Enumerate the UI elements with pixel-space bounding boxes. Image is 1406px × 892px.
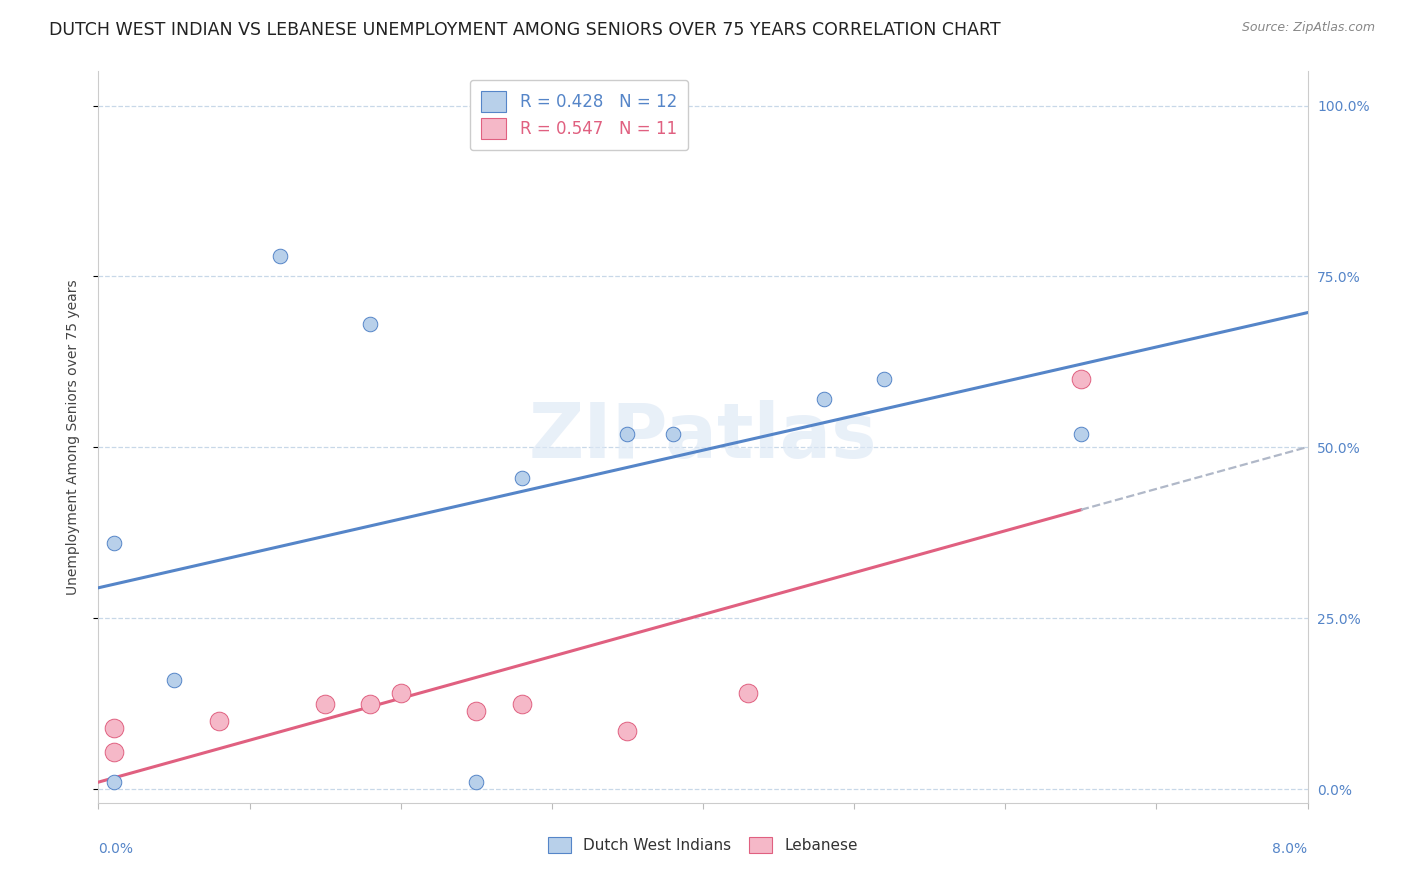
Point: [616, 724, 638, 739]
Y-axis label: Unemployment Among Seniors over 75 years: Unemployment Among Seniors over 75 years: [66, 279, 80, 595]
Text: 8.0%: 8.0%: [1272, 842, 1308, 855]
Point: [1070, 426, 1092, 441]
Point: [269, 249, 291, 263]
Point: [510, 471, 533, 485]
Text: ZIPatlas: ZIPatlas: [529, 401, 877, 474]
Point: [616, 426, 638, 441]
Text: DUTCH WEST INDIAN VS LEBANESE UNEMPLOYMENT AMONG SENIORS OVER 75 YEARS CORRELATI: DUTCH WEST INDIAN VS LEBANESE UNEMPLOYME…: [49, 21, 1001, 39]
Point: [1070, 372, 1092, 386]
Text: Source: ZipAtlas.com: Source: ZipAtlas.com: [1241, 21, 1375, 35]
Point: [873, 372, 896, 386]
Point: [103, 721, 125, 735]
Point: [465, 775, 488, 789]
Point: [389, 686, 412, 700]
Point: [103, 775, 125, 789]
Point: [103, 536, 125, 550]
Point: [163, 673, 186, 687]
Legend: Dutch West Indians, Lebanese: Dutch West Indians, Lebanese: [540, 830, 866, 861]
Point: [103, 745, 125, 759]
Point: [510, 697, 533, 711]
Text: 0.0%: 0.0%: [98, 842, 134, 855]
Point: [465, 704, 488, 718]
Point: [360, 697, 382, 711]
Point: [314, 697, 336, 711]
Point: [208, 714, 231, 728]
Point: [813, 392, 835, 407]
Point: [360, 318, 382, 332]
Point: [737, 686, 759, 700]
Point: [661, 426, 683, 441]
